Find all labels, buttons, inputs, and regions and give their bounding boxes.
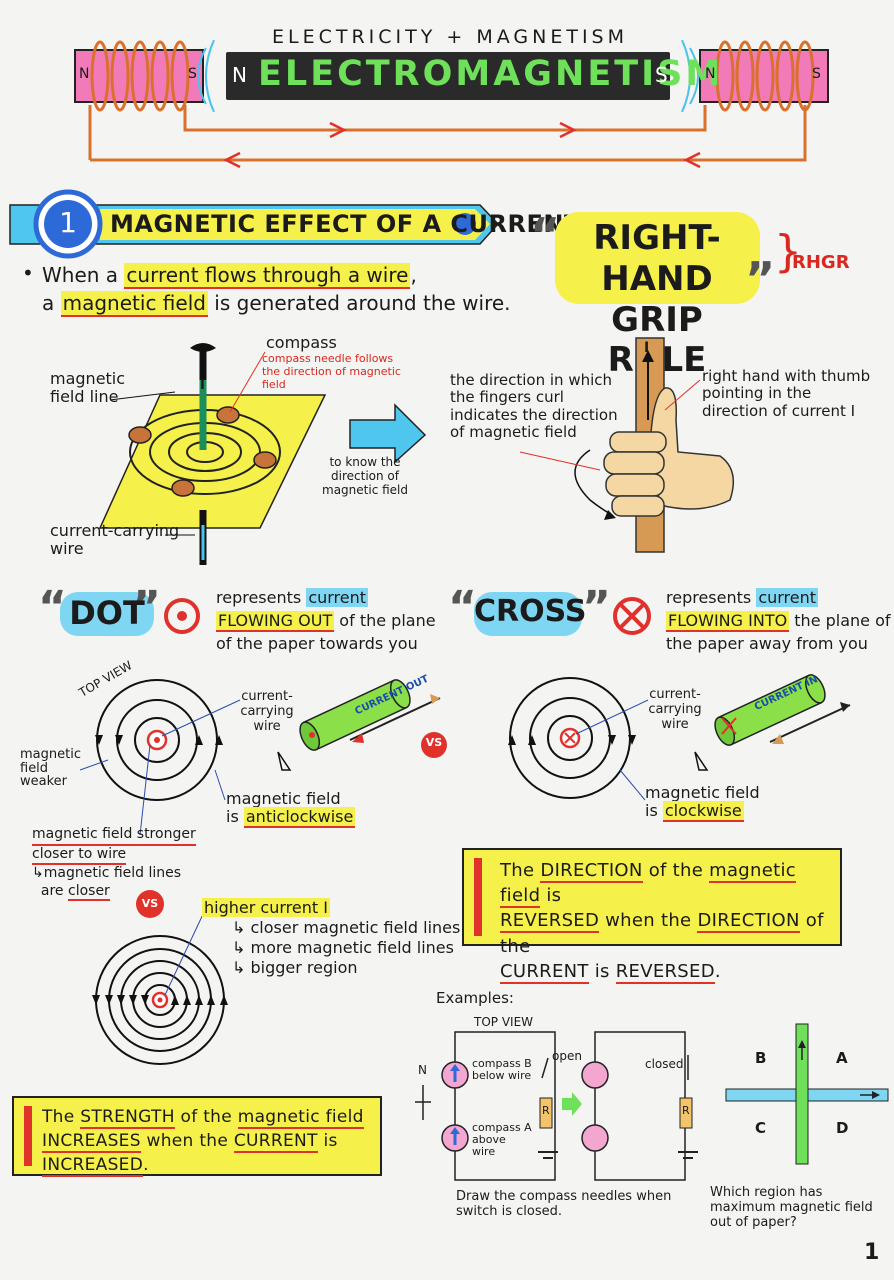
- quote-open-icon: “: [530, 208, 561, 262]
- compass-label: compass: [266, 333, 337, 352]
- curl-text: the direction in which the fingers curl …: [450, 371, 618, 441]
- dot-description: represents current FLOWING OUT of the pl…: [216, 588, 436, 654]
- dot-quote-close-icon: ”: [132, 582, 161, 633]
- title-pole-n: N: [232, 63, 247, 87]
- field-weaker-label: magnetic field weaker: [20, 747, 81, 790]
- compass-a-label: compass A above wire: [472, 1121, 532, 1159]
- left-magnet-n: N: [79, 66, 90, 82]
- dot-symbol-icon: [164, 598, 200, 634]
- bullet-line-1: When a current flows through a wire,: [42, 263, 417, 289]
- header-subtitle: ELECTRICITY + MAGNETISM: [271, 26, 628, 48]
- region-c: C: [755, 1119, 767, 1137]
- header-graphic: [74, 39, 829, 169]
- cross-label: CROSS: [474, 594, 587, 629]
- hand-current-label: I: [644, 340, 650, 356]
- cross-description: represents current FLOWING INTO the plan…: [666, 588, 891, 654]
- cross-wire-label: current-carrying wire: [648, 687, 702, 732]
- bullet-line-2: a magnetic field is generated around the…: [42, 291, 511, 317]
- section-banner: [9, 189, 500, 259]
- section-title: MAGNETIC EFFECT OF A CURRENT: [110, 210, 581, 238]
- region-b: B: [755, 1049, 767, 1067]
- arrow-note: to know the direction of magnetic field: [322, 455, 408, 497]
- reverse-box: The DIRECTION of the magnetic field is R…: [462, 848, 842, 984]
- vs-badge-1: VS: [425, 736, 443, 749]
- compass-diagram: [98, 343, 427, 565]
- closed-label: closed: [645, 1057, 684, 1071]
- rhgr-abbr: RHGR: [792, 252, 850, 273]
- dot-label-box: [60, 592, 154, 636]
- brace-icon: }: [774, 226, 802, 277]
- caption-right: Which region has maximum magnetic field …: [710, 1185, 873, 1230]
- field-stronger-note: magnetic field stronger closer to wire ↳…: [32, 826, 196, 901]
- dot-result: magnetic field is anticlockwise: [226, 789, 356, 829]
- resistor-label-2: R: [682, 1104, 690, 1117]
- section-number: 1: [59, 206, 77, 239]
- examples-top-view: TOP VIEW: [474, 1015, 534, 1029]
- resistor-label-1: R: [542, 1104, 550, 1117]
- north-label: N: [418, 1063, 427, 1077]
- cross-symbol-icon: [613, 597, 651, 635]
- compass-note: compass needle follows the direction of …: [262, 352, 401, 392]
- left-magnet-s: S: [188, 66, 197, 82]
- thumb-text: right hand with thumb pointing in the di…: [702, 367, 871, 420]
- vs-badge-2: VS: [141, 897, 159, 910]
- compass-b-label: compass B below wire: [472, 1057, 532, 1083]
- cross-label-box: [474, 592, 582, 636]
- dot-wire-label: current-carrying wire: [240, 689, 294, 734]
- reverse-box-text: The DIRECTION of the magnetic field is R…: [500, 860, 824, 984]
- page-number: 1: [864, 1240, 880, 1265]
- region-a: A: [836, 1049, 848, 1067]
- bullet-dot: •: [22, 261, 34, 285]
- quote-close-icon: ”: [745, 252, 776, 306]
- right-magnet-n: N: [705, 66, 716, 82]
- cross-quote-close-icon: ”: [582, 582, 611, 633]
- field-line-label: magnetic field line: [50, 369, 126, 407]
- strength-box-bar: [24, 1106, 32, 1166]
- title-pole-s: S: [655, 63, 668, 87]
- strength-box: The STRENGTH of the magnetic field INCRE…: [12, 1096, 382, 1177]
- strength-notes: higher current I ↳ closer magnetic field…: [202, 898, 461, 977]
- right-magnet-s: S: [812, 66, 821, 82]
- cross-quote-open-icon: “: [448, 582, 477, 633]
- dot-quote-open-icon: “: [38, 582, 67, 633]
- reverse-box-bar: [474, 858, 482, 936]
- compass-current-label: I: [200, 378, 205, 393]
- hand-diagram: [519, 337, 735, 553]
- open-label: open: [552, 1049, 582, 1063]
- cross-result: magnetic field is clockwise: [645, 783, 760, 823]
- dot-label: DOT: [69, 594, 145, 632]
- examples-title: Examples:: [436, 989, 514, 1007]
- rhgr-title-box: [555, 212, 760, 304]
- caption-left: Draw the compass needles when switch is …: [456, 1189, 672, 1219]
- wire-label: current-carrying wire: [50, 521, 180, 559]
- strength-box-text: The STRENGTH of the magnetic field INCRE…: [42, 1107, 364, 1177]
- region-d: D: [836, 1119, 849, 1137]
